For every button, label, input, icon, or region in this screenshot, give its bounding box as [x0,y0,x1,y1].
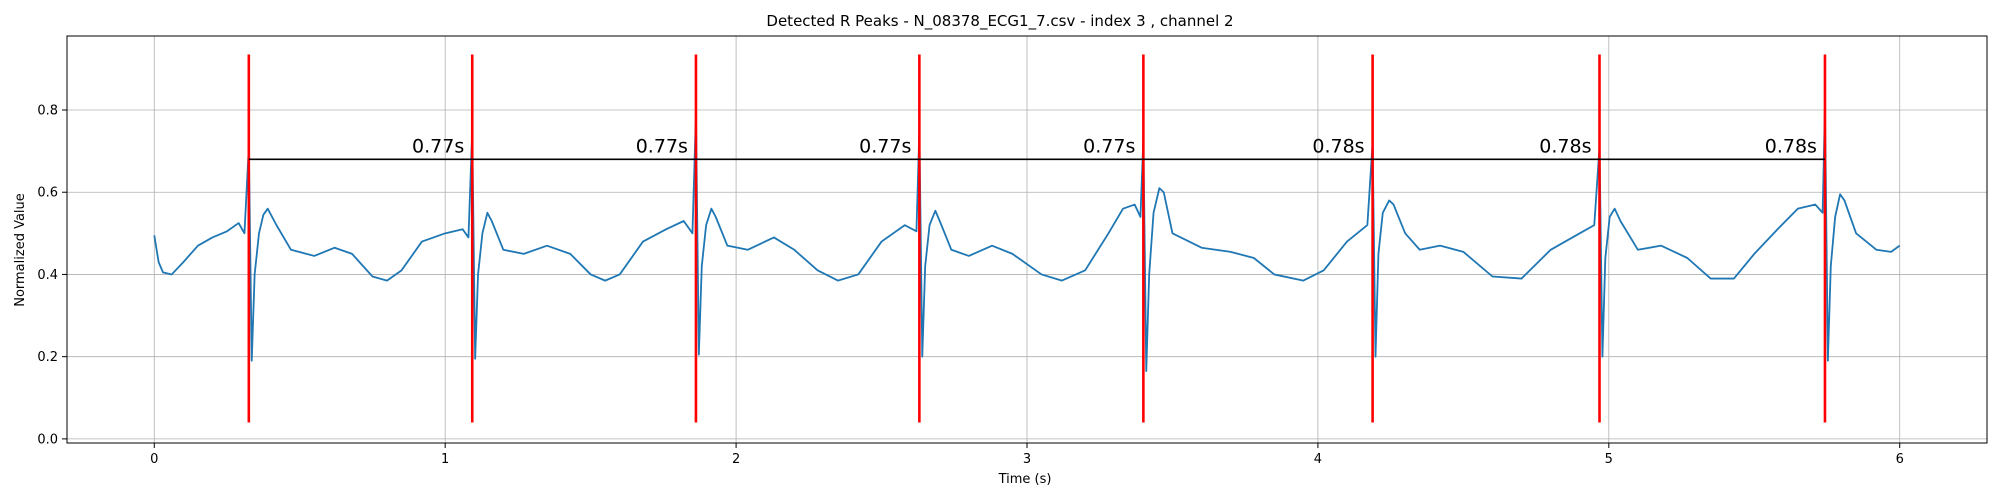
plot-area: 0.77s 0.77s 0.77s 0.77s 0.78s 0.78s 0.78s [153,54,1901,423]
x-tick-label: 0 [150,452,158,467]
rr-interval-label: 0.77s [859,135,911,157]
y-tick-label: 0.4 [37,268,58,283]
x-tick-label: 5 [1605,452,1613,467]
rr-interval-label: 0.78s [1312,135,1364,157]
x-tick-label: 1 [441,452,449,467]
rr-interval-label: 0.78s [1539,135,1591,157]
chart-title: Detected R Peaks - N_08378_ECG1_7.csv - … [766,12,1233,31]
rr-interval-label: 0.78s [1765,135,1817,157]
x-tick-label: 2 [732,452,740,467]
axes: 0 1 2 3 4 5 6 0.0 0.2 0.4 0.6 0.8 [37,35,1988,467]
rr-interval-label: 0.77s [636,135,688,157]
y-tick-label: 0.6 [37,186,58,201]
y-axis-label: Normalized Value [13,193,28,307]
x-tick-label: 3 [1023,452,1031,467]
x-tick-label: 6 [1896,452,1904,467]
y-tick-label: 0.8 [37,104,58,119]
ecg-signal-line [153,104,1901,372]
y-tick-label: 0.0 [37,432,58,447]
x-tick-label: 4 [1314,452,1322,467]
y-tick-label: 0.2 [37,350,58,365]
x-axis-label: Time (s) [998,472,1052,487]
rr-interval-label: 0.77s [1083,135,1135,157]
grid-lines [67,36,1987,443]
rr-interval-label: 0.77s [412,135,464,157]
